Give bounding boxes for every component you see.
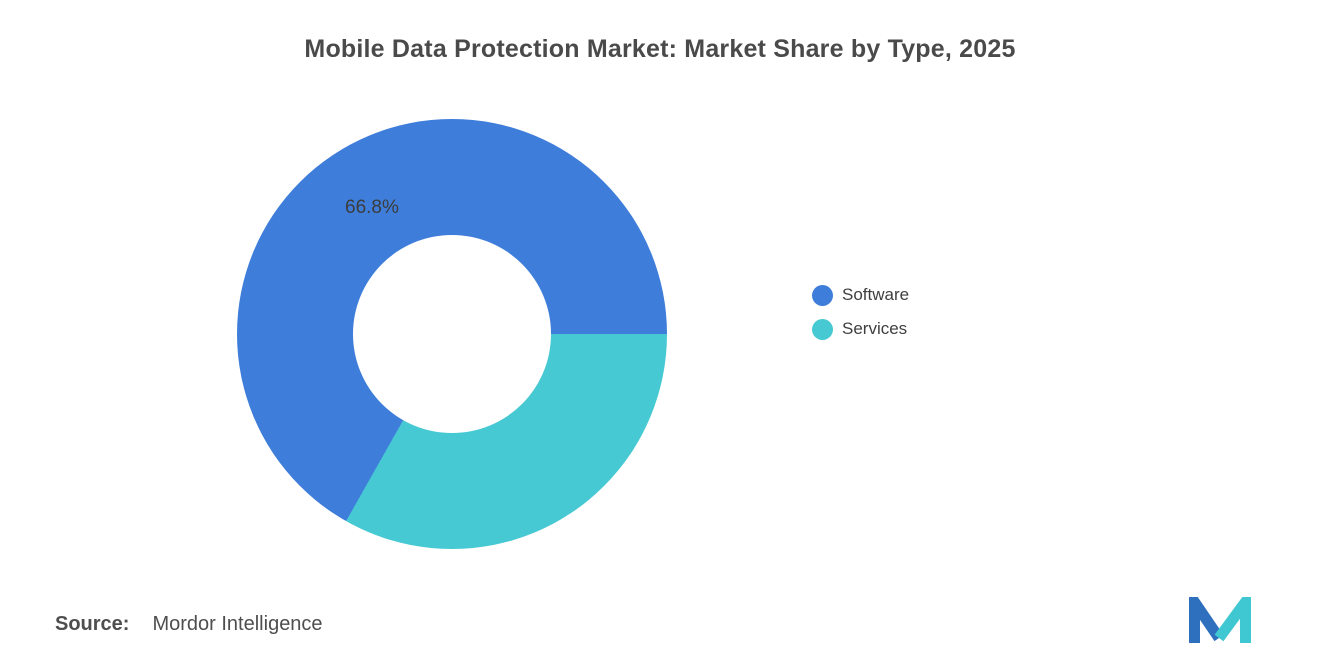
legend-swatch-software-icon — [812, 284, 833, 306]
legend-label-services: Services — [842, 319, 908, 338]
donut-data-label-software: 66.8% — [345, 197, 399, 218]
legend: Software Services — [812, 284, 909, 340]
logo-left-stroke — [1189, 597, 1224, 643]
legend-label-software: Software — [842, 285, 910, 304]
source-value: Mordor Intelligence — [152, 613, 323, 635]
legend-swatch-services-icon — [812, 318, 833, 340]
source-line: Source: Mordor Intelligence — [55, 613, 323, 636]
legend-item-services: Services — [812, 318, 909, 340]
source-label: Source: — [55, 613, 130, 635]
logo-right-stroke — [1214, 597, 1251, 643]
legend-item-software: Software — [812, 284, 909, 306]
chart-title: Mobile Data Protection Market: Market Sh… — [304, 35, 1016, 63]
donut-chart: 66.8% — [237, 119, 667, 549]
donut-hole — [353, 235, 551, 433]
mordor-intelligence-logo-icon — [1189, 597, 1251, 643]
